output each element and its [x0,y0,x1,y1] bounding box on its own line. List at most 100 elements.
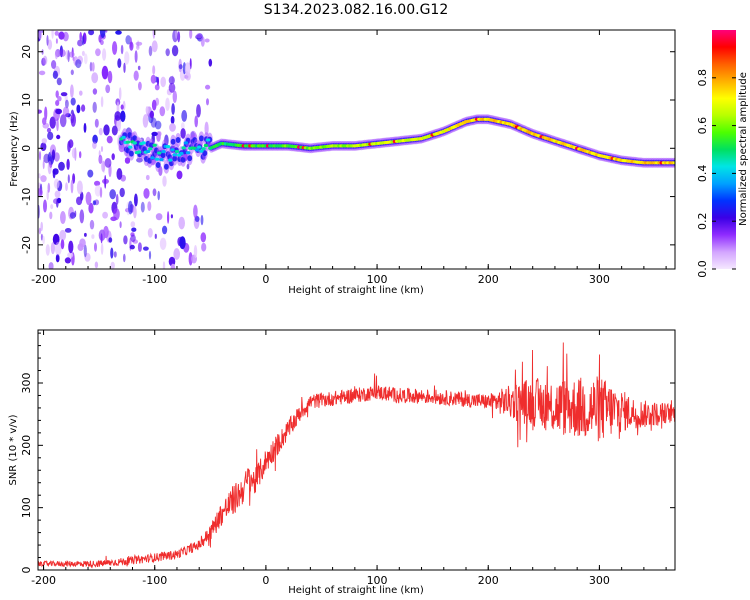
ridge-core [128,145,133,149]
noise-blob [138,81,142,91]
ridge-core [201,147,206,151]
noise-blob [204,121,209,136]
ridge-core [205,138,211,142]
noise-blob [38,30,43,40]
noise-blob [204,38,210,43]
noise-blob [111,153,115,161]
noise-blob [148,250,152,260]
noise-blob [85,191,92,206]
noise-blob [91,72,99,84]
ridge-core [125,140,131,144]
ridge-core [121,135,126,139]
noise-blob [91,62,95,72]
noise-blob [154,233,157,239]
snr-marks [38,342,675,569]
noise-blob [143,246,149,251]
noise-blob [173,248,180,260]
noise-blob [120,110,126,123]
noise-blob [79,151,82,159]
y-tick-label: 100 [20,497,33,518]
noise-blob [105,84,111,94]
noise-blob [68,240,74,254]
noise-blob [206,98,209,106]
noise-blob [38,173,41,179]
noise-blob [66,158,70,170]
noise-blob [54,241,62,256]
noise-blob [98,154,103,164]
ridge-band [164,163,169,170]
noise-blob [40,221,43,232]
noise-blob [62,106,70,118]
noise-blob [38,227,42,235]
noise-blob [115,30,122,35]
noise-blob [45,244,50,256]
noise-blob [44,106,48,121]
noise-blob [94,242,97,252]
noise-blob [155,213,163,221]
noise-blob [145,106,149,114]
noise-blob [103,225,109,239]
noise-blob [147,228,153,238]
noise-blob [88,202,94,214]
noise-blob [168,82,176,93]
noise-blob [46,35,49,46]
ridge-core [172,153,177,157]
noise-blob [70,97,76,106]
noise-blob [51,149,56,161]
noise-blob [54,50,58,60]
noise-blob [130,234,136,243]
noise-blob [92,134,98,144]
noise-blob [201,242,207,252]
x-tick-label: 0 [262,574,269,587]
noise-blob [157,76,159,86]
x-tick-label: -200 [31,273,56,286]
noise-blob [99,30,106,38]
noise-blob [116,118,122,132]
noise-blob [106,135,113,144]
noise-blob [124,51,130,65]
ridge-band [149,142,154,149]
noise-blob [193,204,198,219]
ridge-core [179,151,184,156]
ridge-core [183,141,189,145]
noise-blob [60,211,66,224]
noise-blob [101,160,106,172]
noise-blob [119,221,122,229]
ridge-core [174,149,180,154]
noise-blob [47,39,53,50]
noise-blob [50,242,56,255]
noise-blob [148,45,153,57]
noise-blob [178,64,183,70]
noise-blob [56,77,62,86]
noise-blob [133,205,137,219]
noise-blob [150,74,157,84]
noise-blob [170,115,175,125]
noise-blob [77,243,84,252]
noise-blob [171,103,175,115]
ridge-band [160,152,166,159]
colorbar-ticks: 0.0 0.2 0.4 0.6 0.8 [696,69,736,278]
noise-blob [55,100,60,106]
noise-blob [67,50,70,63]
noise-blob [91,234,95,239]
noise-blob [79,31,82,42]
noise-blob [134,50,138,63]
y-tick-label: -20 [20,236,33,254]
noise-blob [81,104,86,112]
noise-blob [129,41,134,51]
noise-blob [58,161,65,171]
noise-blob [92,88,98,95]
spectrogram-marks [38,30,675,269]
noise-blob [88,30,95,36]
noise-blob [41,138,47,144]
noise-blob [64,257,71,264]
noise-blob [124,157,131,164]
noise-blob [133,70,139,81]
ridge-core [170,148,175,152]
noise-blob [181,110,188,122]
noise-blob [50,204,54,210]
noise-blob [52,169,56,179]
noise-blob [100,233,103,244]
noise-blob [157,190,160,201]
noise-blob [149,110,154,119]
